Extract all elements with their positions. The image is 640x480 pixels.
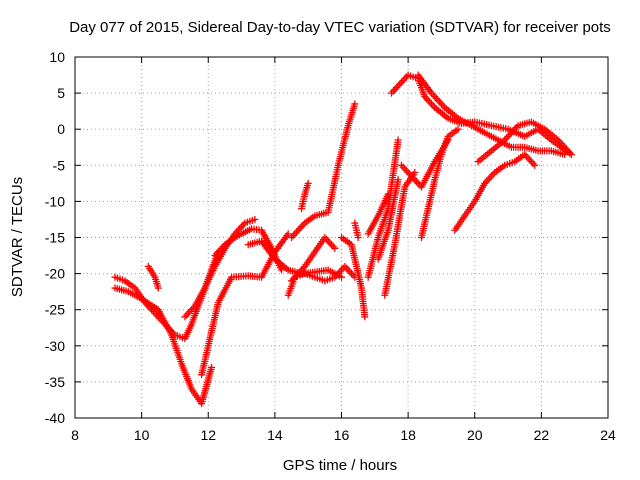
y-tick-label: 0: [57, 121, 65, 137]
x-tick-label: 8: [71, 427, 79, 443]
y-tick-label: 5: [57, 85, 65, 101]
series-2: [111, 284, 216, 408]
series-20: [414, 71, 569, 158]
data-point: [354, 234, 362, 241]
series-6: [211, 225, 286, 274]
data-point: [394, 176, 402, 184]
chart-title: Day 077 of 2015, Sidereal Day-to-day VTE…: [69, 19, 611, 36]
series-22: [451, 150, 539, 234]
series-23: [474, 118, 575, 166]
y-tick-label: -25: [45, 302, 65, 318]
data-point: [561, 150, 569, 158]
data-point: [304, 179, 312, 187]
x-tick-label: 22: [534, 427, 550, 443]
series-13: [351, 219, 362, 241]
y-tick-label: -35: [45, 374, 65, 390]
y-tick-label: 10: [49, 49, 65, 65]
series-15: [364, 190, 392, 238]
data-point: [251, 215, 259, 223]
plot-frame: [74, 56, 609, 419]
y-tick-label: -30: [45, 338, 65, 354]
series-11: [288, 234, 339, 285]
series-4: [198, 230, 292, 379]
data-point: [361, 313, 369, 321]
y-axis-label: SDTVAR / TECUs: [9, 177, 26, 297]
x-axis-label: GPS time / hours: [283, 457, 397, 474]
y-tick-label: -20: [45, 266, 65, 282]
data-point: [338, 273, 345, 281]
data-point: [411, 169, 419, 177]
tick-labels: 8 10 12 14 16 18 20 22 24 -40 -35 -30 -25 -20 -15 -10 -5…: [45, 49, 616, 443]
series-21: [417, 125, 462, 241]
x-tick-label: 16: [334, 427, 350, 443]
y-tick-label: -15: [45, 230, 65, 246]
data-point: [454, 125, 462, 133]
data-point: [331, 244, 339, 252]
data-point: [154, 284, 162, 292]
x-tick-label: 24: [600, 427, 616, 443]
data-points: [111, 71, 575, 408]
grid-lines: [75, 57, 608, 418]
series-10: [298, 179, 312, 213]
series-18: [397, 136, 452, 191]
x-tick-label: 18: [400, 427, 416, 443]
x-tick-label: 12: [200, 427, 216, 443]
data-point: [384, 190, 392, 198]
x-tick-label: 14: [267, 427, 283, 443]
data-point: [208, 363, 216, 371]
series-3: [144, 262, 162, 292]
x-tick-label: 10: [134, 427, 150, 443]
y-tick-label: -5: [53, 157, 66, 173]
series-16: [374, 176, 402, 263]
data-point: [567, 150, 575, 158]
y-tick-label: -10: [45, 193, 65, 209]
data-point: [284, 230, 292, 238]
x-tick-label: 20: [467, 427, 483, 443]
series-9: [288, 100, 359, 241]
data-point: [394, 136, 402, 144]
series-12: [338, 234, 369, 321]
data-point: [351, 100, 359, 108]
series-17: [381, 169, 419, 299]
y-tick-label: -40: [45, 410, 65, 426]
data-point: [531, 161, 539, 169]
